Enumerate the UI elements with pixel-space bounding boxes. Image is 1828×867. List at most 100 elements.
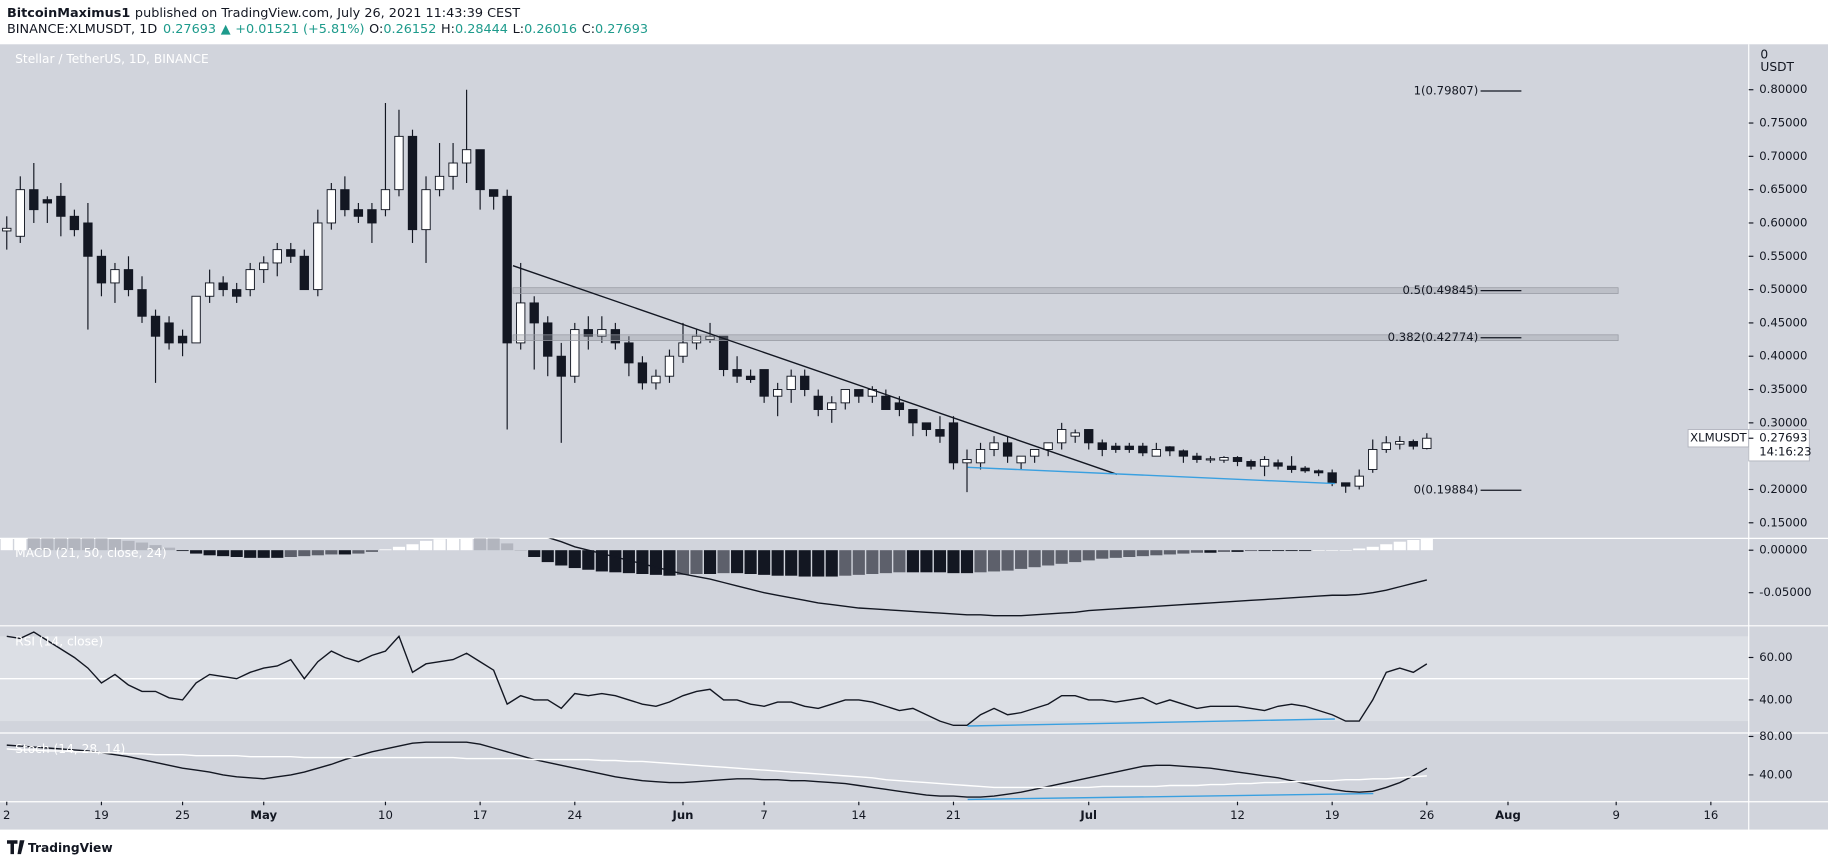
candle-body: [1205, 458, 1216, 461]
candle-body: [989, 442, 999, 450]
candle-body: [1219, 457, 1229, 461]
candle-body: [881, 395, 891, 410]
candle-body: [624, 342, 634, 364]
histogram-bar: [311, 550, 324, 556]
histogram-bar: [785, 550, 798, 576]
histogram-bar: [852, 550, 865, 575]
histogram-bar: [298, 550, 311, 557]
histogram-bar: [1001, 550, 1014, 571]
histogram-bar: [636, 550, 649, 575]
indicator-line: [6, 741, 1428, 798]
candle-body: [840, 389, 850, 404]
author: BitcoinMaximus1: [7, 5, 130, 20]
histogram-bar: [839, 550, 852, 576]
histogram-bar: [95, 538, 108, 551]
histogram-bar: [1163, 550, 1176, 555]
candle-body: [800, 375, 810, 391]
fib-zone: [512, 334, 1619, 342]
histogram-bar: [284, 550, 297, 557]
histogram-bar: [365, 550, 378, 552]
y-tick-label: 0.35000: [1759, 382, 1807, 396]
candle-body: [556, 355, 566, 377]
histogram-bar: [1407, 539, 1420, 551]
candle-body: [854, 389, 864, 397]
histogram-bar: [1109, 550, 1122, 558]
drawings: [512, 265, 1374, 801]
candle-body: [759, 369, 769, 397]
histogram-bar: [771, 550, 784, 576]
histogram-bar: [419, 540, 433, 551]
histogram-bar: [649, 550, 663, 575]
candle-body: [110, 269, 120, 284]
y-tick-label: 40.00: [1759, 767, 1792, 781]
histogram-bar: [690, 550, 703, 575]
candle-body: [827, 402, 837, 410]
histogram-bar: [1393, 541, 1406, 551]
indicator-line: [6, 748, 1427, 789]
candle-body: [326, 189, 337, 224]
candle-body: [1043, 442, 1053, 450]
x-tick-label: 10: [378, 808, 393, 822]
x-tick-label: 9: [1612, 808, 1619, 822]
candle-body: [1192, 455, 1202, 460]
panel-title: RSI (14, close): [15, 635, 103, 649]
candle-body: [137, 289, 147, 317]
chart-background: [0, 44, 1828, 830]
histogram-bar: [1217, 550, 1231, 552]
histogram-bar: [812, 550, 825, 577]
histogram-bar: [744, 550, 757, 575]
indicator-line: [6, 631, 1428, 727]
price-tag-countdown: 14:16:23: [1759, 445, 1811, 459]
price-tag-symbol: XLMUSDT: [1690, 431, 1747, 445]
candle-body: [543, 322, 553, 357]
panel-title: Stellar / TetherUS, 1D, BINANCE: [15, 52, 209, 66]
histogram-bar: [1042, 550, 1055, 566]
candle-body: [1354, 475, 1364, 487]
candle-body: [718, 335, 729, 371]
histogram-bar: [230, 550, 243, 557]
x-tick-label: 25: [175, 808, 190, 822]
candle-body: [1395, 441, 1405, 445]
candle-body: [96, 255, 107, 284]
candle-body: [1002, 442, 1013, 457]
histogram-bar: [1177, 550, 1190, 554]
histogram-bar: [1272, 550, 1285, 552]
ohlc-value: 0.26152: [383, 22, 436, 37]
histogram-bar: [555, 550, 568, 566]
histogram-bar: [162, 547, 176, 551]
symbol: BINANCE:XLMUSDT, 1D: [7, 22, 157, 37]
ohlc-label: H:: [441, 22, 455, 37]
x-tick-label: Jul: [1079, 808, 1097, 822]
histogram-bar: [609, 550, 622, 573]
histogram-bar: [487, 538, 500, 551]
ohlc-label: C:: [582, 22, 595, 37]
candle-body: [407, 135, 418, 231]
y-tick-label: 0.45000: [1759, 315, 1807, 329]
histogram-bar: [1258, 550, 1271, 552]
candle-body: [1070, 432, 1080, 437]
candle-body: [502, 195, 512, 344]
histogram-bar: [1380, 544, 1393, 551]
histogram-bar: [1055, 550, 1068, 564]
fib-label: 0.5(0.49845): [1403, 283, 1479, 297]
candle-body: [678, 342, 688, 357]
histogram-bar: [392, 546, 406, 551]
histogram-bar: [1299, 550, 1312, 552]
candle-body: [1422, 437, 1432, 449]
candle-body: [1381, 442, 1391, 450]
panel-title: MACD (21, 50, close, 24): [15, 546, 167, 560]
x-tick-label: 24: [567, 808, 582, 822]
candle-body: [1368, 449, 1378, 470]
x-tick-label: 21: [946, 808, 961, 822]
histogram-bar: [798, 550, 811, 577]
histogram-bar: [474, 538, 487, 551]
candle-body: [2, 227, 12, 232]
histogram-bar: [41, 538, 54, 551]
candle-body: [299, 255, 309, 291]
fib-label: 0(0.19884): [1414, 483, 1479, 497]
histogram-bar: [108, 539, 122, 551]
candle-body: [570, 329, 580, 377]
y-tick-label: 0.15000: [1759, 515, 1807, 529]
candle-body: [69, 215, 80, 231]
candle-body: [975, 449, 986, 464]
